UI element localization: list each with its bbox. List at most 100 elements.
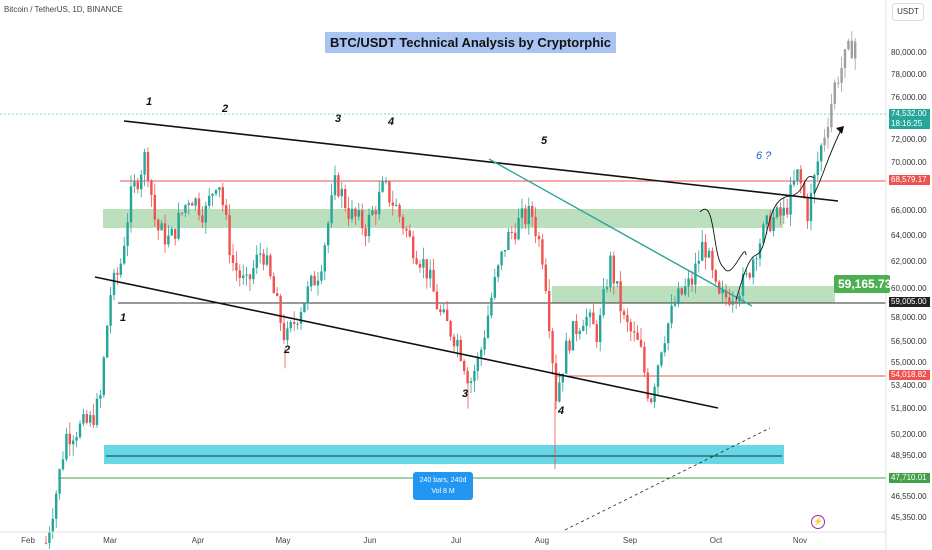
candle-body: [803, 183, 806, 198]
candle-body: [568, 340, 571, 351]
candle-body: [265, 255, 269, 265]
wave-top-1: 1: [146, 96, 153, 108]
candle-body: [527, 206, 530, 225]
y-tick: 45,350.00: [891, 513, 927, 522]
candle-body: [673, 304, 677, 306]
candle-body: [150, 180, 153, 195]
candle-body: [646, 372, 649, 399]
candle-body: [456, 339, 459, 347]
range-vol-text: Vol 8 M: [431, 488, 455, 495]
candle-body: [480, 349, 483, 357]
projection-arrowhead: [836, 126, 844, 134]
x-tick: Sep: [622, 536, 638, 545]
lightning-icon[interactable]: ⚡: [811, 515, 825, 529]
candle-body: [592, 312, 595, 325]
y-tick: 56,500.00: [891, 337, 927, 346]
candle-body: [262, 253, 265, 265]
candle-body: [357, 210, 360, 217]
candle-body: [449, 321, 452, 337]
range-box: [104, 445, 784, 464]
candle-body: [371, 210, 374, 215]
candle-body: [320, 271, 323, 281]
candle-body: [786, 207, 789, 215]
current-price: 74,532.00: [891, 109, 927, 118]
candle-body: [395, 205, 398, 207]
candle-body: [252, 267, 255, 280]
candle-body: [826, 127, 830, 138]
candle-body: [422, 259, 425, 268]
y-tick: 48,950.00: [891, 451, 927, 460]
candle-body: [160, 223, 163, 231]
candle-body: [833, 82, 836, 104]
y-tick: 60,000.00: [891, 284, 927, 293]
candle-body: [293, 322, 296, 324]
candle-body: [435, 291, 439, 310]
candle-body: [735, 301, 738, 303]
wave-six-label: 6 ?: [756, 150, 772, 162]
candle-body: [711, 250, 714, 271]
candle-body: [670, 305, 673, 324]
candle-body: [534, 216, 537, 237]
candle-body: [354, 208, 357, 217]
candle-body: [82, 414, 85, 424]
x-tick: Oct: [709, 536, 723, 545]
candle-body: [306, 286, 309, 304]
candle-body: [483, 337, 486, 350]
candle-body: [116, 272, 119, 275]
candle-body: [123, 245, 126, 264]
candle-body: [248, 274, 252, 280]
candle-body: [323, 245, 326, 272]
candle-body: [524, 208, 527, 225]
candle-body: [303, 303, 306, 312]
candle-body: [531, 206, 534, 217]
candle-body: [466, 370, 469, 384]
candle-body: [388, 181, 391, 203]
candle-body: [510, 231, 513, 233]
y-tick: 62,000.00: [891, 257, 927, 266]
dashed-projection: [564, 427, 771, 531]
range-info-box: 240 bars, 240d Vol 8 M: [413, 472, 473, 500]
candle-body: [765, 215, 768, 225]
candle-body: [344, 188, 347, 208]
candle-body: [157, 219, 160, 231]
candle-body: [228, 215, 231, 256]
price-label-47710: 47,710.01: [889, 473, 930, 483]
candle-body: [367, 214, 371, 237]
candle-body: [748, 273, 751, 278]
candle-body: [806, 197, 809, 222]
y-tick: 46,550.00: [891, 492, 927, 501]
candle-body: [752, 259, 755, 278]
projection-path-3: [813, 127, 843, 195]
candle-body: [61, 459, 65, 470]
candle-body: [452, 336, 456, 347]
x-tick: Feb: [21, 536, 35, 545]
candle-body: [269, 255, 272, 277]
support-zone: [552, 286, 835, 303]
candle-body: [772, 217, 775, 232]
candle-body: [106, 325, 109, 358]
candle-body: [350, 208, 354, 219]
candle-body: [813, 175, 816, 193]
candle-body: [582, 325, 585, 331]
candle-body: [133, 181, 136, 187]
wave-top-4: 4: [388, 116, 395, 128]
candle-body: [235, 262, 238, 271]
currency-button[interactable]: USDT: [892, 3, 924, 21]
candle-body: [340, 188, 343, 197]
candle-body: [503, 249, 507, 252]
candle-body: [201, 215, 204, 223]
candle-body: [837, 82, 840, 84]
candle-body: [704, 241, 707, 258]
candle-body: [595, 324, 598, 343]
candle-body: [575, 321, 578, 335]
candle-body: [680, 288, 683, 295]
y-tick: 66,000.00: [891, 206, 927, 215]
candle-body: [782, 207, 785, 216]
candle-body: [282, 323, 286, 341]
candle-body: [374, 210, 377, 215]
candle-body: [191, 203, 194, 206]
candle-body: [58, 469, 61, 494]
candle-body: [469, 381, 473, 384]
